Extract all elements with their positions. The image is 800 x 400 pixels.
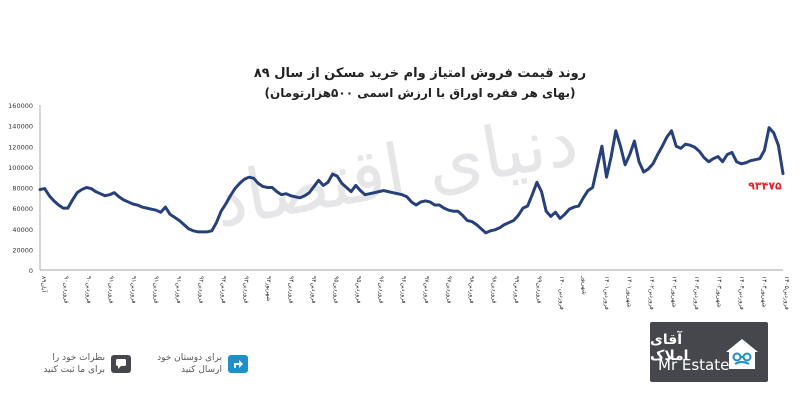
x-tick-label: فروردین۹۶ [378, 276, 385, 303]
x-tick-label: فروردین۱۴۰۳ [693, 276, 700, 310]
x-tick-label: فروردین۱۴۰۵ [783, 276, 790, 310]
x-tick-label: فروردین۱۴۰۱ [603, 276, 610, 310]
share-text-line-2: ارسال کنید [181, 365, 222, 375]
x-tick-label: آبان۸۹ [40, 276, 49, 292]
x-tick-label: فروردین۹۵ [333, 276, 340, 303]
x-tick-label: شهریور۱۴۰۴ [760, 276, 767, 308]
series-line [38, 126, 785, 235]
x-tick-label: فروردین۹۱ [108, 276, 115, 303]
x-tick-label: فروردین۹۶ [400, 276, 407, 303]
x-tick-label: شهریور۱۴۰۱ [625, 276, 632, 308]
y-tick-label: 80000 [12, 185, 33, 193]
x-tick-label: فروردین۱۴۰۴ [738, 276, 745, 310]
brand-name-en: Mr Estate [658, 356, 730, 374]
x-tick-label: فروردین۹۸ [468, 276, 475, 303]
x-tick-label: شهریور۱۴۰۲ [670, 276, 677, 308]
comment-text-line-2: برای ما ثبت کنید [43, 365, 105, 375]
chart-title: روند قیمت فروش امتیاز وام خرید مسکن از س… [253, 66, 587, 81]
x-tick-label: شهریور۱۴۰۳ [715, 276, 722, 308]
x-tick-label: فروردین۹۴ [310, 276, 317, 303]
y-tick-label: 40000 [12, 226, 33, 234]
x-tick-label: شهریور [580, 275, 587, 295]
x-tick-label: فروردین۹۳ [243, 276, 250, 303]
line-chart: دنیای اقتصاد 160000 140000 120000 100000 800… [8, 97, 790, 310]
x-tick-label: فروردین۹۵ [355, 276, 362, 303]
x-tick-label: فروردین۹۱ [175, 276, 182, 303]
x-tick-label: فروردین۱۴۰۲ [648, 276, 655, 310]
x-tick-label: فروردین۹۹ [513, 276, 520, 303]
x-tick-label: فروردین۱۴۰۰ [558, 276, 565, 310]
comment-text-line-1: نظرات خود را [52, 353, 105, 363]
y-tick-label: 100000 [8, 164, 33, 172]
x-tick-label: فروردین۹۷ [423, 276, 430, 303]
submit-comment-button[interactable]: نظرات خود را برای ما ثبت کنید [35, 352, 131, 376]
y-tick-label: 160000 [8, 102, 33, 110]
y-tick-label: 120000 [8, 143, 33, 151]
x-tick-label: فروردین۹۰ [85, 276, 92, 303]
x-tick-label: فروردین۹۴ [288, 276, 295, 303]
chart-subtitle: (بهای هر فقره اوراق با ارزش اسمی ۵۰۰هزار… [264, 86, 576, 100]
mr-estate-brand[interactable]: آقای املاک Mr Estate [650, 322, 768, 382]
x-tick-label: فروردین۹۲ [220, 276, 227, 303]
house-logo-icon [726, 339, 758, 369]
share-icon [228, 355, 248, 373]
y-tick-label: 140000 [8, 123, 33, 131]
share-text-line-1: برای دوستان خود [157, 353, 222, 363]
brand-name-fa: آقای املاک [650, 332, 689, 364]
last-value-label: ۹۳۴۷۵ [748, 180, 782, 193]
x-tick-label: شهریور۹۳ [265, 276, 272, 301]
y-tick-label: 60000 [12, 205, 33, 213]
x-tick-label: فروردین۹۰ [63, 276, 70, 303]
watermark: دنیای اقتصاد [207, 97, 584, 244]
x-tick-label: فروردین۹۱ [130, 276, 137, 303]
x-tick-label: فروردین۹۱ [153, 276, 160, 303]
share-with-friends-button[interactable]: برای دوستان خود ارسال کنید [152, 352, 248, 376]
y-tick-label: 0 [29, 267, 33, 275]
y-tick-label: 20000 [12, 246, 33, 254]
x-tick-label: فروردین۹۹ [535, 276, 542, 303]
x-tick-label: فروردین۹۸ [490, 276, 497, 303]
x-tick-label: فروردین۹۲ [198, 276, 205, 303]
x-tick-label: فروردین۹۷ [445, 276, 452, 303]
y-axis: 160000 140000 120000 100000 80000 60000 40000 2… [8, 102, 41, 275]
comment-icon [111, 355, 131, 373]
x-axis: آبان۸۹ فروردین۹۰ فروردین۹۰ فروردین۹۱ فروردین… [40, 269, 790, 310]
